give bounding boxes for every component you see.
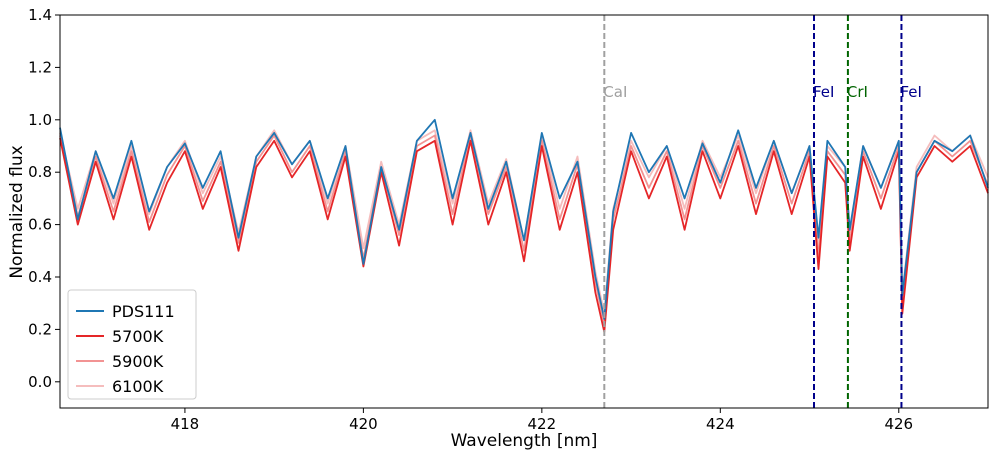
y-axis-title: Normalized flux: [7, 145, 27, 278]
x-axis-ticks: 418 420 422 424 426: [171, 408, 913, 433]
legend-label-5900k: 5900K: [112, 352, 164, 371]
x-tick-label: 420: [349, 415, 378, 433]
vline-label-cri-2: CrI: [847, 83, 868, 101]
x-tick-label: 426: [884, 415, 913, 433]
x-tick-label: 422: [528, 415, 557, 433]
legend-box: [67, 289, 197, 400]
y-tick-label: 0.8: [28, 163, 52, 181]
y-tick-label: 1.2: [28, 58, 52, 76]
vline-label-fei-3: FeI: [900, 83, 921, 101]
x-axis-title: Wavelength [nm]: [451, 431, 598, 451]
legend: PDS111 5700K 5900K 6100K: [67, 289, 197, 400]
x-tick-label: 418: [171, 415, 200, 433]
vline-label-fei-1: FeI: [813, 83, 834, 101]
series-line-5700k: [59, 137, 989, 333]
y-tick-label: 0.0: [28, 373, 52, 391]
y-tick-label: 0.6: [28, 216, 52, 234]
y-tick-label: 0.2: [28, 320, 52, 338]
y-axis-ticks: 0.0 0.2 0.4 0.6 0.8 1.0 1.2 1.4: [28, 6, 60, 391]
reference-lines: CaI FeI CrI FeI: [603, 15, 922, 408]
vline-label-cai-0: CaI: [603, 83, 627, 101]
y-tick-label: 1.4: [28, 6, 52, 24]
x-tick-label: 424: [706, 415, 735, 433]
plot-frame: [59, 14, 989, 409]
y-tick-label: 0.4: [28, 268, 52, 286]
legend-label-5700k: 5700K: [112, 327, 164, 346]
legend-label-pds111: PDS111: [112, 302, 175, 321]
y-tick-label: 1.0: [28, 111, 52, 129]
legend-label-6100k: 6100K: [112, 377, 164, 396]
